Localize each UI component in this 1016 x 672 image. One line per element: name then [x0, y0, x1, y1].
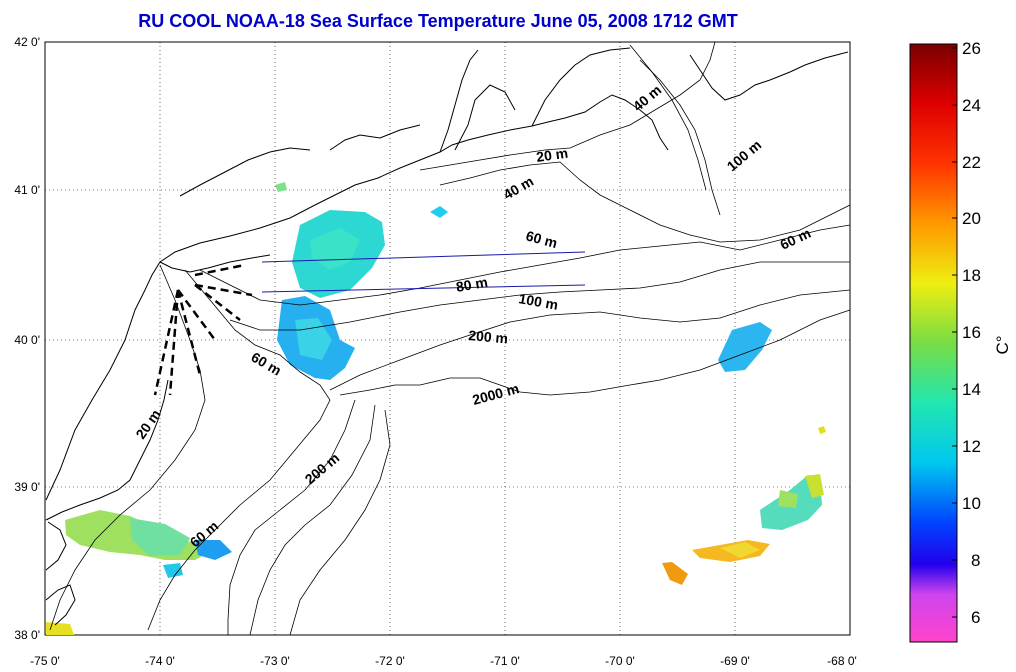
sst-patch-nj-shelf-south-core [295, 318, 332, 360]
sst-patch-georges-south [718, 322, 772, 372]
lat-tick: 40 0' [14, 333, 40, 347]
colorbar-tick-label: 16 [962, 323, 981, 342]
radial-dashed-lines [153, 263, 253, 396]
track-line-north [261, 251, 586, 263]
contour-label-60m-mid: 60 m [524, 227, 559, 251]
sst-patch-speck [818, 426, 826, 434]
colorbar-tick-label: 24 [962, 96, 981, 115]
lon-tick: -74 0' [145, 654, 175, 668]
sst-patch-small-1 [430, 206, 448, 218]
lon-tick: -73 0' [260, 654, 290, 668]
colorbar-tick-label: 26 [962, 39, 981, 58]
sst-patch-delmarva-core [130, 518, 190, 556]
lon-tick: -75 0' [30, 654, 60, 668]
lat-tick: 42 0' [14, 35, 40, 49]
lat-tick: 38 0' [14, 628, 40, 642]
colorbar-ticks [952, 47, 957, 618]
sst-patch-small-3 [163, 563, 183, 578]
colorbar-tick-label: 22 [962, 153, 981, 172]
colorbar-tick-label: 6 [971, 608, 980, 627]
lat-tick: 39 0' [14, 480, 40, 494]
lon-tick: -72 0' [375, 654, 405, 668]
track-line-south [261, 284, 586, 293]
track-lines [261, 251, 586, 293]
colorbar-tick-label: 14 [962, 380, 981, 399]
lon-tick: -69 0' [720, 654, 750, 668]
sst-patch-gulf-stream-warm [805, 474, 824, 498]
colorbar-tick-label: 8 [971, 551, 980, 570]
colorbar-unit-label: C° [993, 335, 1012, 354]
lon-tick: -71 0' [490, 654, 520, 668]
lat-tick: 41 0' [14, 183, 40, 197]
longitude-tick-labels: -75 0' -74 0' -73 0' -72 0' -71 0' -70 0… [30, 654, 857, 668]
isobaths [49, 41, 851, 636]
colorbar: 26 24 22 20 18 16 14 12 10 8 6 C° [909, 39, 1012, 643]
colorbar-gradient [909, 43, 958, 643]
sst-patch-small-2 [275, 182, 287, 192]
colorbar-tick-label: 20 [962, 209, 981, 228]
map-title: RU COOL NOAA-18 Sea Surface Temperature … [138, 11, 738, 31]
contour-label-200m-mid: 200 m [468, 327, 509, 346]
sst-patch-delmarva-east [195, 540, 232, 560]
coastline [45, 47, 849, 626]
sst-patch-gulf-stream-mid [778, 490, 798, 508]
colorbar-tick-label: 18 [962, 266, 981, 285]
lon-tick: -68 0' [827, 654, 857, 668]
latitude-tick-labels: 42 0' 41 0' 40 0' 39 0' 38 0' [14, 35, 40, 642]
contour-label-80m: 80 m [455, 274, 489, 295]
sst-data-patches [46, 182, 826, 635]
sst-patch-southwest-corner [46, 622, 74, 635]
colorbar-tick-label: 10 [962, 494, 981, 513]
colorbar-tick-label: 12 [962, 437, 981, 456]
lon-tick: -70 0' [605, 654, 635, 668]
map-plot-area: 20 m 40 m 40 m 100 m 60 m 60 m 80 m 100 … [44, 41, 851, 636]
sst-patch-small-warm [662, 562, 688, 585]
sst-patch-gulf-stream-south-core [720, 542, 760, 558]
contour-label-100m-mid: 100 m [517, 290, 559, 313]
contour-label-20m-north: 20 m [535, 145, 569, 165]
